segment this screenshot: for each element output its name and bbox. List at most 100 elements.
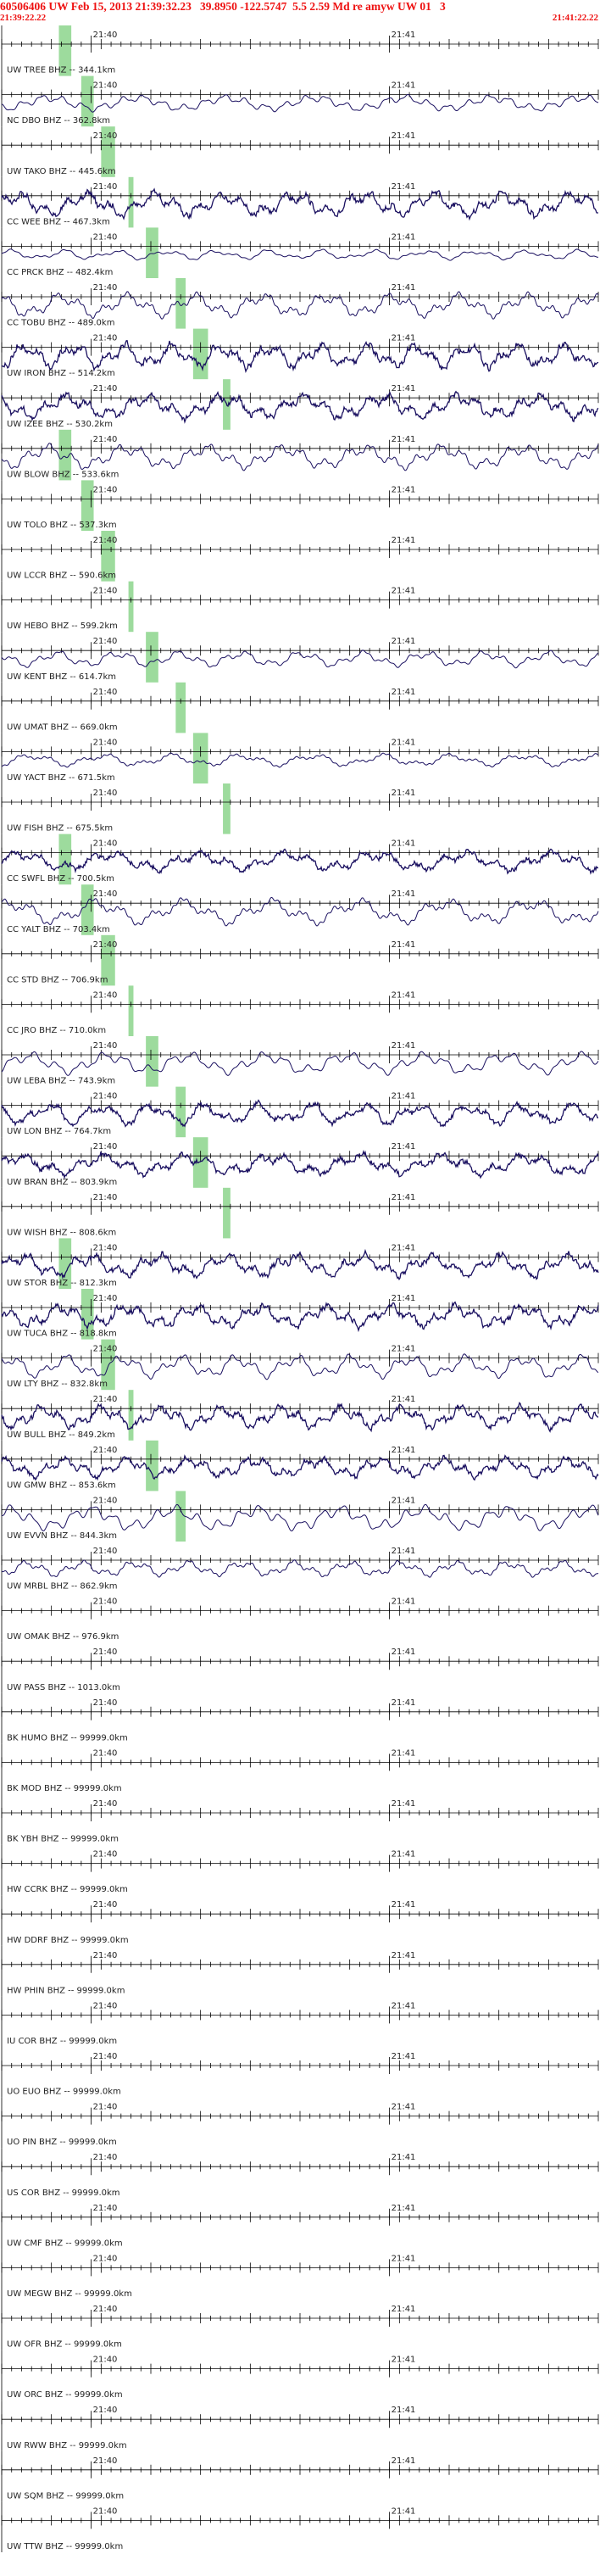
- station-label: UO PIN BHZ -- 99999.0km: [7, 2138, 117, 2147]
- station-label: CC SWFL BHZ -- 700.5km: [7, 874, 114, 884]
- minute-label: 21:40: [93, 637, 118, 646]
- station-panel: 21:40 21:41 UW SQM BHZ -- 99999.0km: [1, 2451, 599, 2502]
- minute-label: 21:40: [93, 587, 118, 596]
- waveform-trace: [1, 1099, 598, 1128]
- minute-label: 21:41: [392, 384, 416, 393]
- minute-label: 21:41: [392, 232, 416, 242]
- minute-label: 21:41: [392, 2356, 416, 2365]
- station-panel: 21:40 21:41 UW TREE BHZ -- 344.1km: [1, 25, 599, 76]
- station-label: BK MOD BHZ -- 99999.0km: [7, 1784, 122, 1793]
- minute-label: 21:41: [392, 2001, 416, 2010]
- station-label: UW HEBO BHZ -- 599.2km: [7, 622, 118, 631]
- minute-label: 21:41: [392, 2506, 416, 2516]
- minute-label: 21:40: [93, 1294, 118, 1303]
- minute-label: 21:40: [93, 283, 118, 293]
- minute-label: 21:40: [93, 182, 118, 192]
- station-panel: 21:40 21:41 UW IZEE BHZ -- 530.2km: [1, 379, 599, 430]
- station-label: IU COR BHZ -- 99999.0km: [7, 2037, 117, 2046]
- station-panel: 21:40 21:41 UW WISH BHZ -- 808.6km: [1, 1187, 599, 1239]
- waveform-trace: [1, 650, 599, 669]
- pick-marker: [146, 1440, 158, 1492]
- minute-label: 21:40: [93, 789, 118, 798]
- minute-label: 21:40: [93, 2456, 118, 2466]
- station-label: UW RWW BHZ -- 99999.0km: [7, 2441, 127, 2451]
- minute-label: 21:40: [93, 1951, 118, 1960]
- minute-label: 21:41: [392, 587, 416, 596]
- start-time: 21:39:22.22: [0, 13, 47, 23]
- minute-label: 21:41: [392, 435, 416, 444]
- station-label: UW LCCR BHZ -- 590.6km: [7, 572, 116, 581]
- station-label: CC TOBU BHZ -- 489.0km: [7, 319, 114, 328]
- waveform-trace: [1, 1559, 599, 1578]
- station-panel: 21:40 21:41 CC SWFL BHZ -- 700.5km: [1, 834, 599, 885]
- minute-label: 21:41: [392, 1850, 416, 1860]
- station-panel: 21:40 21:41 UO EUO BHZ -- 99999.0km: [1, 2047, 599, 2098]
- pick-marker: [101, 531, 115, 582]
- waveform-trace: [1, 896, 599, 927]
- station-label: UW BRAN BHZ -- 803.9km: [7, 1178, 117, 1187]
- minute-label: 21:41: [392, 1142, 416, 1151]
- station-label: UW MRBL BHZ -- 862.9km: [7, 1582, 118, 1592]
- minute-label: 21:40: [93, 31, 118, 40]
- minute-label: 21:40: [93, 1547, 118, 1556]
- minute-label: 21:40: [93, 2254, 118, 2263]
- pick-marker: [81, 884, 94, 935]
- waveform-trace: [1, 248, 599, 261]
- station-panel: 21:40 21:41 US COR BHZ -- 99999.0km: [1, 2148, 599, 2199]
- station-panel: 21:40 21:41 BK YBH BHZ -- 99999.0km: [1, 1794, 599, 1845]
- pick-marker: [81, 75, 94, 127]
- minute-label: 21:40: [93, 334, 118, 343]
- minute-label: 21:41: [392, 1799, 416, 1809]
- station-label: UW KENT BHZ -- 614.7km: [7, 672, 116, 682]
- minute-label: 21:41: [392, 1092, 416, 1101]
- station-panel: 21:40 21:41 UW EVVN BHZ -- 844.3km: [1, 1491, 599, 1542]
- minute-label: 21:40: [93, 435, 118, 444]
- pick-marker: [175, 278, 186, 329]
- station-label: UW TTW BHZ -- 99999.0km: [7, 2542, 123, 2551]
- pick-marker: [175, 682, 186, 733]
- pick-marker: [101, 1339, 115, 1391]
- station-label: NC DBO BHZ -- 362.8km: [7, 116, 110, 125]
- station-panel: 21:40 21:41 HW CCRK BHZ -- 99999.0km: [1, 1844, 599, 1896]
- station-panel: 21:40 21:41 NC DBO BHZ -- 362.8km: [1, 75, 599, 127]
- station-panel: 21:40 21:41 UW BRAN BHZ -- 803.9km: [1, 1137, 599, 1188]
- station-label: UW LON BHZ -- 764.7km: [7, 1127, 111, 1136]
- station-label: CC PRCK BHZ -- 482.4km: [7, 268, 113, 277]
- station-label: UW YACT BHZ -- 671.5km: [7, 773, 115, 783]
- minute-label: 21:40: [93, 2406, 118, 2415]
- minute-label: 21:40: [93, 1850, 118, 1860]
- station-panel: 21:40 21:41 UW TAKO BHZ -- 445.6km: [1, 126, 599, 177]
- station-label: HW DDRF BHZ -- 99999.0km: [7, 1936, 129, 1945]
- waveform-trace: [1, 1353, 599, 1380]
- station-panel: 21:40 21:41 UW RWW BHZ -- 99999.0km: [1, 2400, 599, 2451]
- waveform-trace: [1, 1149, 599, 1179]
- minute-label: 21:40: [93, 839, 118, 849]
- pick-marker: [175, 1086, 186, 1138]
- station-panel: 21:40 21:41 UW GMW BHZ -- 853.6km: [1, 1440, 599, 1492]
- station-panel: 21:40 21:41 UW OMAK BHZ -- 976.9km: [1, 1592, 599, 1643]
- minute-label: 21:41: [392, 1041, 416, 1051]
- minute-label: 21:40: [93, 1799, 118, 1809]
- minute-label: 21:40: [93, 940, 118, 950]
- minute-label: 21:40: [93, 232, 118, 242]
- station-panel: 21:40 21:41 UW LEBA BHZ -- 743.9km: [1, 1036, 599, 1087]
- station-panel: 21:40 21:41 UW TTW BHZ -- 99999.0km: [1, 2501, 599, 2552]
- pick-marker: [146, 632, 158, 683]
- minute-label: 21:41: [392, 1547, 416, 1556]
- minute-label: 21:41: [392, 1597, 416, 1607]
- station-label: UW WISH BHZ -- 808.6km: [7, 1228, 116, 1237]
- minute-label: 21:41: [392, 2456, 416, 2466]
- minute-label: 21:40: [93, 81, 118, 91]
- minute-label: 21:40: [93, 1395, 118, 1404]
- minute-label: 21:41: [392, 81, 416, 91]
- pick-marker: [223, 1187, 231, 1239]
- waveform-trace: [1, 443, 599, 471]
- station-label: BK YBH BHZ -- 99999.0km: [7, 1835, 119, 1844]
- station-panel: 21:40 21:41 UW YACT BHZ -- 671.5km: [1, 733, 599, 783]
- station-panel: 21:40 21:41 UW LON BHZ -- 764.7km: [1, 1086, 599, 1138]
- minute-label: 21:41: [392, 1395, 416, 1404]
- waveform-trace: [1, 187, 598, 221]
- pick-marker: [128, 985, 134, 1036]
- station-label: UW EVVN BHZ -- 844.3km: [7, 1531, 117, 1541]
- minute-label: 21:40: [93, 2305, 118, 2314]
